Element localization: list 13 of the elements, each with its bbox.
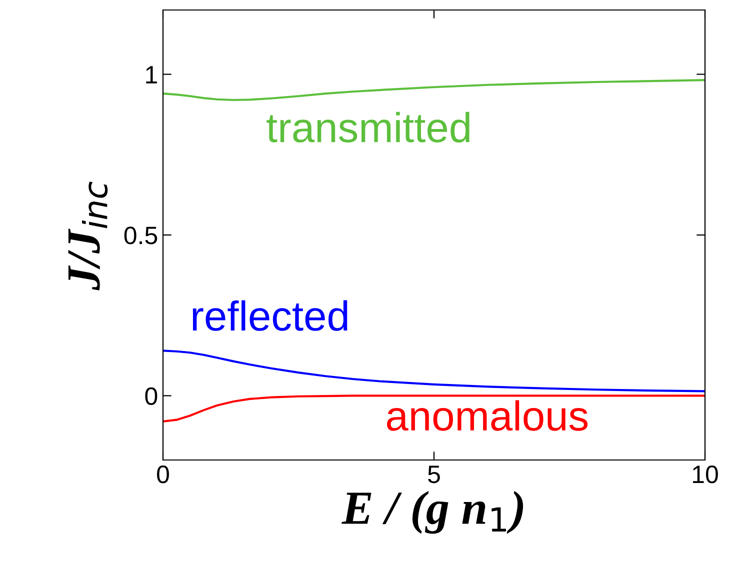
y-axis-title: J/J$_{inc}$ xyxy=(68,182,108,290)
y-tick-label: 0.5 xyxy=(124,226,158,244)
x-tick-label: 10 xyxy=(693,466,718,484)
x-tick-label: 5 xyxy=(428,466,440,484)
x-tick-label: 0 xyxy=(157,466,169,484)
series-label: transmitted xyxy=(266,112,470,142)
series-label: anomalous xyxy=(386,400,588,431)
series-label: reflected xyxy=(192,300,348,331)
y-tick-label: 0 xyxy=(145,387,158,406)
x-axis-title: E / (g n$_{1}$) xyxy=(342,490,524,534)
line-series xyxy=(163,79,705,102)
line-series xyxy=(163,350,705,392)
y-tick-label: 1 xyxy=(146,66,157,84)
